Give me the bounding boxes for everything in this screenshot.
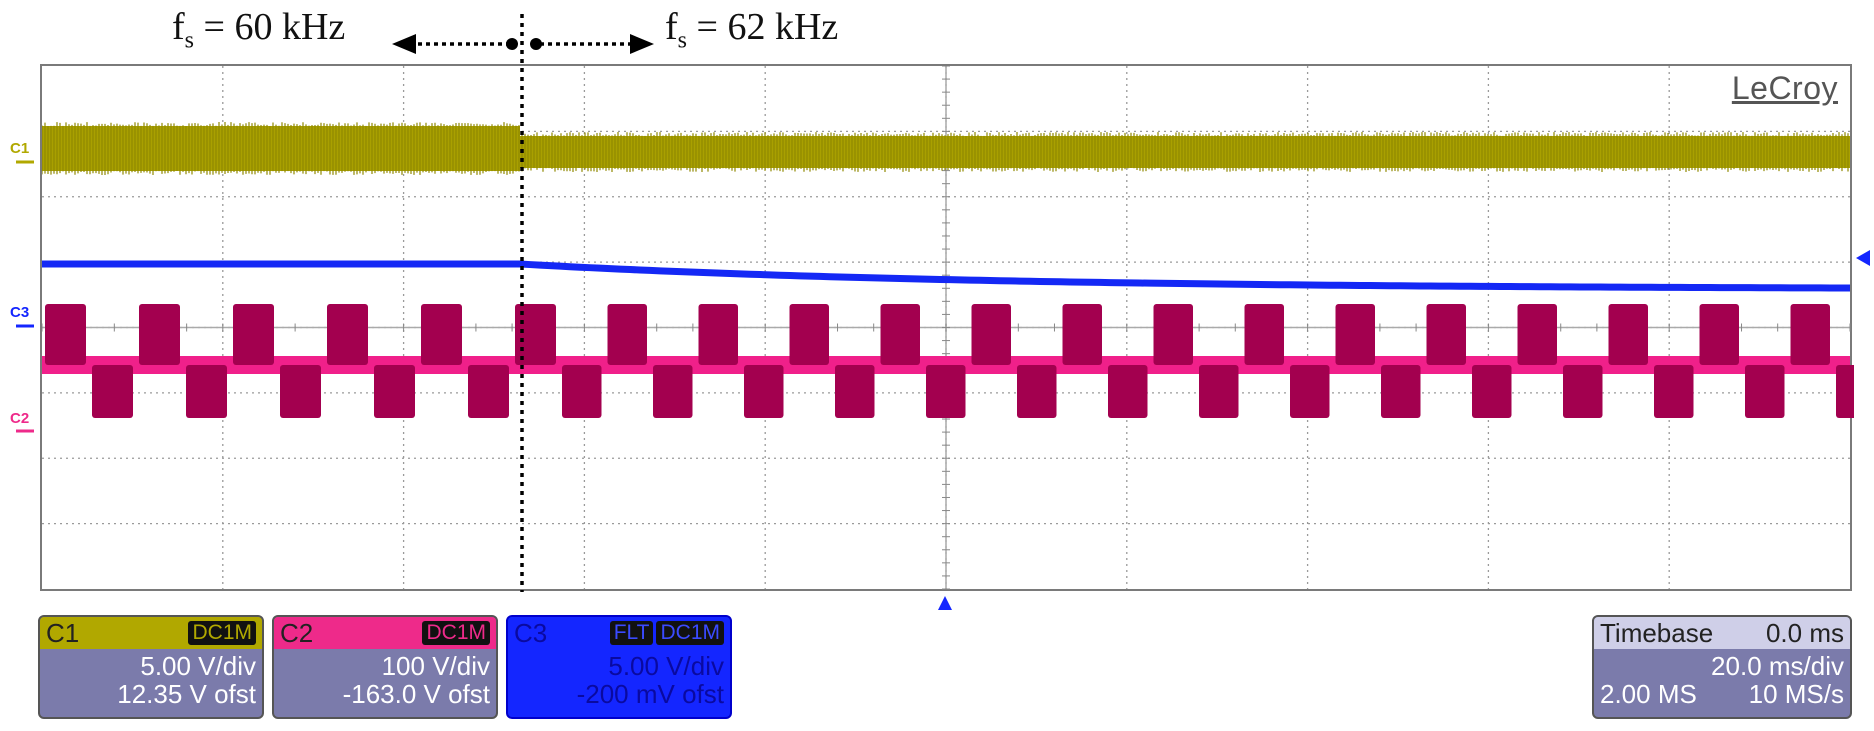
c2-pulse-high [1336, 304, 1376, 365]
c2-pulse-low [1199, 365, 1239, 418]
coupling-badge: DC1M [422, 621, 490, 645]
c2-pulse-low [186, 365, 227, 418]
channel-c2-panel[interactable]: C2 DC1M 100 V/div -163.0 V ofst [272, 615, 498, 719]
c2-pulse-high [515, 304, 556, 365]
c2-pulse-high [1791, 304, 1831, 365]
timebase-panel[interactable]: Timebase 0.0 ms 20.0 ms/div 2.00 MS 10 M… [1592, 615, 1852, 719]
c2-pulse-low [468, 365, 509, 418]
offset-value: -163.0 V ofst [274, 677, 496, 711]
c2-pulse-low [1472, 365, 1512, 418]
c2-pulse-high [972, 304, 1012, 365]
c2-pulse-low [280, 365, 321, 418]
timebase-label: Timebase [1600, 618, 1713, 649]
c2-pulse-high [327, 304, 368, 365]
c2-pulse-high [881, 304, 921, 365]
c2-pulse-high [45, 304, 86, 365]
oscilloscope-display: LeCroy [40, 64, 1852, 591]
c2-pulse-high [1518, 304, 1558, 365]
c2-pulse-high [608, 304, 648, 365]
c2-pulse-low [92, 365, 133, 418]
channel-c3-panel[interactable]: C3 FLT DC1M 5.00 V/div -200 mV ofst [506, 615, 732, 719]
c2-pulse-low [744, 365, 784, 418]
c3-marker[interactable]: C3 [10, 304, 29, 321]
right-arrowhead [630, 34, 654, 54]
c2-pulse-high [1427, 304, 1467, 365]
c2-marker[interactable]: C2 [10, 410, 29, 427]
c2-pulse-high [233, 304, 274, 365]
c2-pulse-high [1609, 304, 1649, 365]
c2-pulse-low [374, 365, 415, 418]
c2-pulse-low [653, 365, 693, 418]
sample-rate: 10 MS/s [1749, 677, 1844, 711]
channel-name: C2 [280, 618, 313, 649]
trigger-level-marker [1856, 250, 1870, 266]
c2-pulse-high [699, 304, 739, 365]
sample-count: 2.00 MS [1600, 677, 1697, 711]
c2-pulse-low [1745, 365, 1785, 418]
left-arrowhead [392, 34, 416, 54]
filter-badge: FLT [610, 621, 654, 645]
channel-name: C1 [46, 618, 79, 649]
c2-pulse-high [1245, 304, 1285, 365]
c2-pulse-high [1063, 304, 1103, 365]
c2-pulse-high [139, 304, 180, 365]
trigger-position-marker [938, 596, 952, 610]
c2-pulse-low [1654, 365, 1694, 418]
channel-c1-panel[interactable]: C1 DC1M 5.00 V/div 12.35 V ofst [38, 615, 264, 719]
c2-pulse-low [1381, 365, 1421, 418]
c2-pulse-high [1154, 304, 1194, 365]
c2-pulse-high [790, 304, 830, 365]
c2-pulse-low [1290, 365, 1330, 418]
c2-pulse-low [1563, 365, 1603, 418]
fs-60khz-label: fs = 60 kHz [172, 8, 345, 53]
c2-pulse-low [835, 365, 875, 418]
timebase-position: 0.0 ms [1766, 618, 1844, 649]
c2-pulse-low [926, 365, 966, 418]
c2-pulse-low [1108, 365, 1148, 418]
lecroy-logo: LeCroy [1732, 70, 1838, 107]
channel-name: C3 [514, 618, 547, 649]
right-arrow-dot [530, 38, 542, 50]
c1-marker[interactable]: C1 [10, 140, 29, 157]
c2-pulse-high [1700, 304, 1740, 365]
c2-pulse-high [421, 304, 462, 365]
c2-pulse-low [1017, 365, 1057, 418]
left-arrow-dot [506, 38, 518, 50]
c2-pulse-low [1836, 365, 1854, 418]
waveform-canvas [42, 66, 1854, 593]
fs-62khz-label: fs = 62 kHz [665, 8, 838, 53]
offset-value: -200 mV ofst [508, 677, 730, 711]
c2-pulse-low [562, 365, 602, 418]
coupling-badge: DC1M [188, 621, 256, 645]
offset-value: 12.35 V ofst [40, 677, 262, 711]
coupling-badge: DC1M [656, 621, 724, 645]
